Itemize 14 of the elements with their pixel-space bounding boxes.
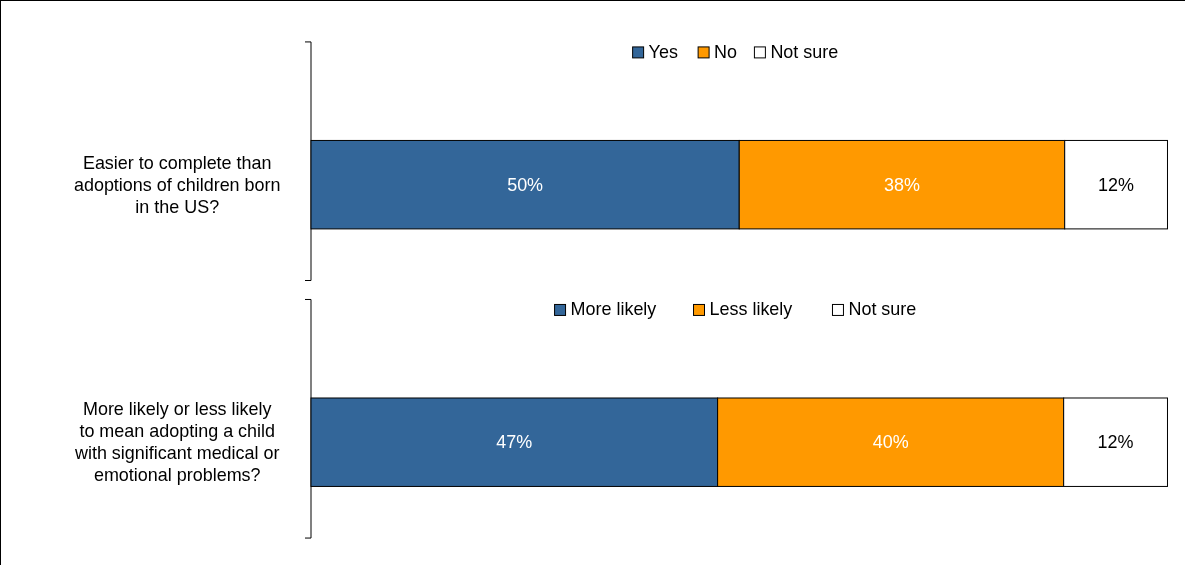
y-tick-label: More likely or less likely to mean adopting a child with significant medical or emotional problems?	[73, 399, 280, 486]
legend-label: Not sure	[848, 299, 917, 320]
data-label: 12%	[1097, 432, 1134, 453]
data-label: 38%	[884, 174, 920, 195]
legend-label: Less likely	[709, 299, 793, 320]
legend-label: More likely	[570, 299, 657, 320]
legend-label: Not sure	[770, 41, 839, 62]
y-tick-label: Easier to complete than adoptions of children born in the US?	[73, 152, 281, 217]
legend-label: No	[714, 41, 738, 62]
legend-label: Yes	[648, 41, 678, 62]
data-label: 47%	[496, 432, 533, 453]
data-label: 50%	[507, 174, 544, 195]
data-label: 40%	[872, 432, 909, 453]
data-label: 12%	[1098, 174, 1135, 195]
